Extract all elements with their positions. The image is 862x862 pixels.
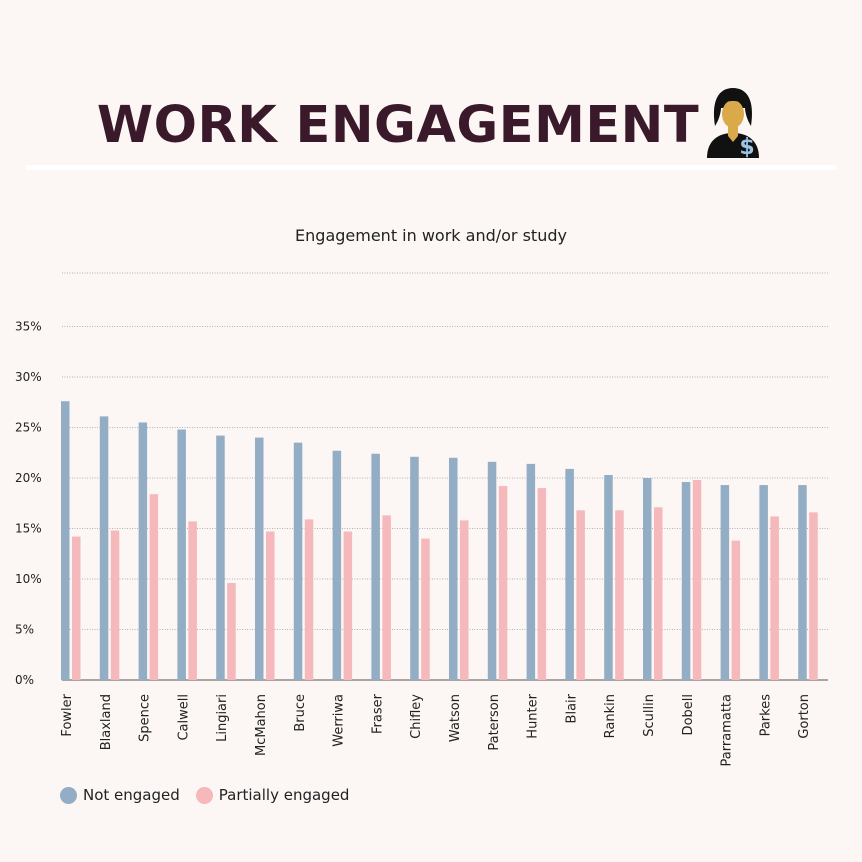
x-tick-label: Watson	[448, 694, 463, 742]
bar	[72, 536, 81, 680]
bar	[537, 488, 547, 680]
bar	[61, 401, 70, 680]
bar	[770, 516, 779, 680]
x-tick-label: Rankin	[603, 694, 618, 738]
bar	[809, 512, 818, 680]
bar	[410, 456, 419, 680]
bar	[266, 531, 275, 680]
x-tick-label: Spence	[138, 694, 153, 742]
legend-item-partially-engaged: Partially engaged	[195, 786, 350, 804]
bar	[615, 510, 624, 680]
bar	[498, 486, 508, 680]
bar	[149, 494, 159, 680]
y-tick-label: 35%	[15, 320, 42, 334]
bar	[654, 507, 663, 680]
bar	[731, 540, 741, 680]
x-tick-label: Calwell	[176, 694, 191, 741]
x-tick-label: Hunter	[526, 693, 541, 738]
bar	[449, 457, 458, 680]
x-tick-label: Parkes	[758, 694, 773, 737]
page-title: WORK ENGAGEMENT	[96, 95, 700, 155]
x-tick-label: Paterson	[487, 694, 502, 751]
bar	[293, 442, 303, 680]
header: WORK ENGAGEMENT $	[0, 85, 862, 165]
legend: Not engaged Partially engaged	[60, 786, 349, 804]
legend-item-not-engaged: Not engaged	[60, 786, 180, 804]
x-tick-label: Chifley	[409, 694, 424, 739]
businesswoman-dollar-icon: $	[707, 88, 760, 158]
legend-label-not-engaged: Not engaged	[83, 786, 180, 804]
x-tick-label: Fowler	[60, 693, 75, 736]
legend-label-partially-engaged: Partially engaged	[218, 786, 350, 804]
x-tick-label: Werriwa	[332, 694, 347, 747]
y-tick-label: 0%	[15, 673, 34, 687]
bar	[216, 435, 225, 680]
bar	[643, 478, 652, 680]
legend-swatch-not-engaged	[60, 786, 77, 804]
bar	[332, 450, 342, 680]
bar	[343, 531, 353, 680]
bar	[304, 519, 314, 680]
y-tick-label: 25%	[15, 421, 42, 435]
header-divider	[26, 165, 836, 170]
bar	[227, 583, 236, 680]
bar	[798, 485, 807, 680]
x-tick-label: Fraser	[370, 693, 385, 734]
x-tick-label: Blaxland	[99, 694, 114, 750]
bar	[382, 515, 391, 680]
bar	[188, 521, 197, 680]
bar	[576, 510, 585, 680]
x-tick-label: Gorton	[797, 694, 812, 739]
bar	[692, 480, 702, 680]
chart-title: Engagement in work and/or study	[295, 226, 567, 245]
y-tick-label: 30%	[15, 370, 42, 384]
bar	[565, 468, 574, 680]
x-tick-label: Lingiari	[215, 694, 230, 742]
y-tick-label: 10%	[15, 572, 42, 586]
bar	[138, 422, 148, 680]
bar	[371, 453, 380, 680]
bar	[759, 485, 768, 680]
bar	[720, 485, 730, 680]
bar	[604, 474, 613, 680]
legend-swatch-partially-engaged	[195, 786, 213, 804]
bar	[460, 520, 469, 680]
y-tick-label: 15%	[15, 522, 42, 536]
x-tick-label: Scullin	[642, 694, 657, 737]
bar	[421, 538, 430, 680]
bar	[177, 429, 186, 680]
bar	[99, 416, 109, 680]
bar	[526, 463, 536, 680]
bar	[110, 530, 120, 680]
bar	[487, 461, 497, 680]
bar	[681, 482, 691, 680]
x-tick-label: Dobell	[681, 694, 696, 735]
x-tick-label: McMahon	[254, 694, 269, 756]
bar	[255, 437, 264, 680]
x-tick-label: Bruce	[293, 694, 308, 732]
x-tick-label: Blair	[564, 693, 579, 723]
x-tick-label: Parramatta	[720, 694, 735, 766]
svg-text:$: $	[739, 135, 754, 158]
y-tick-label: 5%	[15, 623, 34, 637]
y-tick-label: 20%	[15, 471, 42, 485]
